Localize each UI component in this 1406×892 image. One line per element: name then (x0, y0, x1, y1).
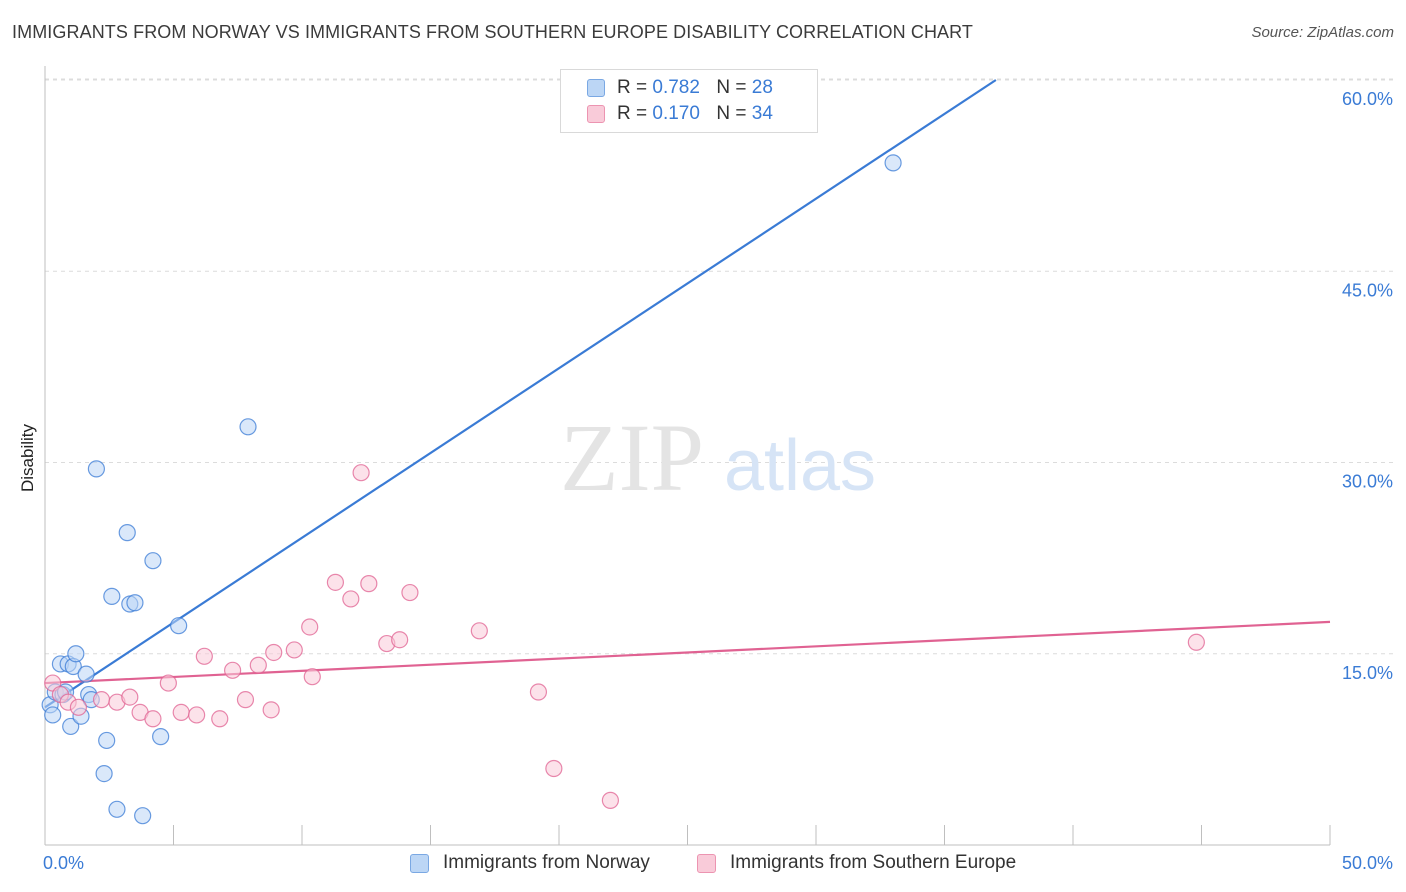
legend-n-value-norway: 28 (751, 77, 773, 98)
legend-row-norway: R = 0.782 N = 28 (587, 76, 773, 100)
point-norway-22 (134, 807, 152, 825)
point-southern-europe-16 (249, 656, 267, 674)
point-southern-europe-8 (144, 710, 162, 728)
x-tick-label-min: 0.0% (43, 853, 84, 873)
data-points (41, 154, 1205, 825)
legend-r-value-southern-europe: 0.170 (652, 103, 700, 124)
legend-n-value-southern-europe: 34 (751, 103, 773, 124)
point-southern-europe-32 (601, 791, 620, 809)
point-southern-europe-28 (401, 583, 419, 602)
point-southern-europe-20 (301, 618, 319, 636)
legend-swatch-norway (587, 79, 605, 97)
point-norway-15 (95, 764, 113, 783)
point-southern-europe-10 (172, 703, 190, 722)
point-southern-europe-6 (121, 688, 139, 706)
y-tick-label-30: 30.0% (1342, 472, 1393, 492)
point-norway-7 (62, 717, 80, 736)
point-norway-27 (884, 154, 902, 172)
point-southern-europe-14 (224, 661, 242, 679)
point-southern-europe-12 (195, 647, 213, 665)
legend-row-southern-europe: R = 0.170 N = 34 (587, 102, 773, 126)
grid-lines (45, 78, 1395, 655)
y-axis-label: Disability (18, 423, 37, 492)
bottom-legend-label-norway: Immigrants from Norway (443, 852, 650, 873)
watermark-zip: ZIP (560, 404, 704, 511)
point-southern-europe-21 (303, 668, 321, 686)
point-southern-europe-33 (1187, 633, 1205, 651)
y-tick-label-60: 60.0% (1342, 89, 1393, 109)
y-tick-labels: 15.0% 30.0% 45.0% 60.0% (1342, 89, 1393, 683)
point-southern-europe-13 (211, 710, 229, 728)
point-southern-europe-15 (236, 691, 255, 709)
legend-n-label: N = (716, 103, 747, 124)
point-southern-europe-17 (262, 701, 280, 719)
point-norway-21 (126, 594, 144, 612)
bottom-legend-swatch-southern-europe (697, 853, 716, 873)
point-southern-europe-3 (69, 698, 88, 716)
point-southern-europe-25 (360, 575, 378, 593)
point-norway-24 (152, 728, 170, 746)
point-southern-europe-23 (342, 590, 360, 608)
bottom-legend-label-southern-europe: Immigrants from Southern Europe (730, 852, 1017, 873)
point-norway-1 (44, 706, 62, 724)
point-southern-europe-22 (326, 573, 345, 591)
point-norway-11 (77, 665, 95, 683)
point-norway-18 (108, 800, 126, 818)
point-southern-europe-19 (285, 641, 303, 659)
bottom-legend-norway: Immigrants from Norway (410, 852, 650, 874)
point-norway-16 (98, 731, 116, 750)
point-southern-europe-4 (92, 691, 111, 709)
bottom-legend-southern-europe: Immigrants from Southern Europe (697, 852, 1016, 874)
source-label: Source: ZipAtlas.com (1251, 24, 1394, 41)
point-southern-europe-29 (470, 622, 488, 640)
x-tick-labels: 0.0% 50.0% (43, 853, 1393, 873)
y-tick-label-15: 15.0% (1342, 663, 1393, 683)
point-norway-25 (170, 617, 188, 635)
x-tick-label-max: 50.0% (1342, 853, 1393, 873)
point-norway-9 (67, 645, 85, 663)
bottom-legend-swatch-norway (410, 853, 429, 873)
point-norway-23 (144, 552, 162, 570)
point-southern-europe-24 (352, 464, 370, 482)
legend-r-label: R = (617, 103, 648, 124)
point-southern-europe-31 (545, 759, 563, 778)
legend: R = 0.782 N = 28 R = 0.170 N = 34 (560, 69, 818, 133)
watermark-atlas: atlas (724, 426, 876, 506)
point-southern-europe-11 (188, 706, 206, 724)
legend-swatch-southern-europe (587, 105, 605, 123)
point-norway-17 (103, 587, 121, 605)
axes (44, 66, 1331, 846)
chart-title: IMMIGRANTS FROM NORWAY VS IMMIGRANTS FRO… (12, 22, 974, 42)
point-southern-europe-18 (265, 643, 283, 662)
point-norway-14 (87, 460, 106, 478)
point-norway-26 (239, 418, 257, 436)
point-southern-europe-30 (529, 683, 548, 701)
legend-n-label: N = (716, 77, 747, 98)
watermark: ZIP atlas (560, 404, 876, 511)
legend-r-value-norway: 0.782 (652, 77, 700, 98)
trendlines (44, 79, 1331, 709)
y-tick-label-45: 45.0% (1342, 280, 1393, 300)
point-southern-europe-27 (391, 631, 409, 649)
legend-r-label: R = (617, 77, 648, 98)
point-southern-europe-9 (159, 674, 177, 692)
point-norway-19 (118, 524, 136, 542)
trendline-norway (44, 79, 997, 709)
